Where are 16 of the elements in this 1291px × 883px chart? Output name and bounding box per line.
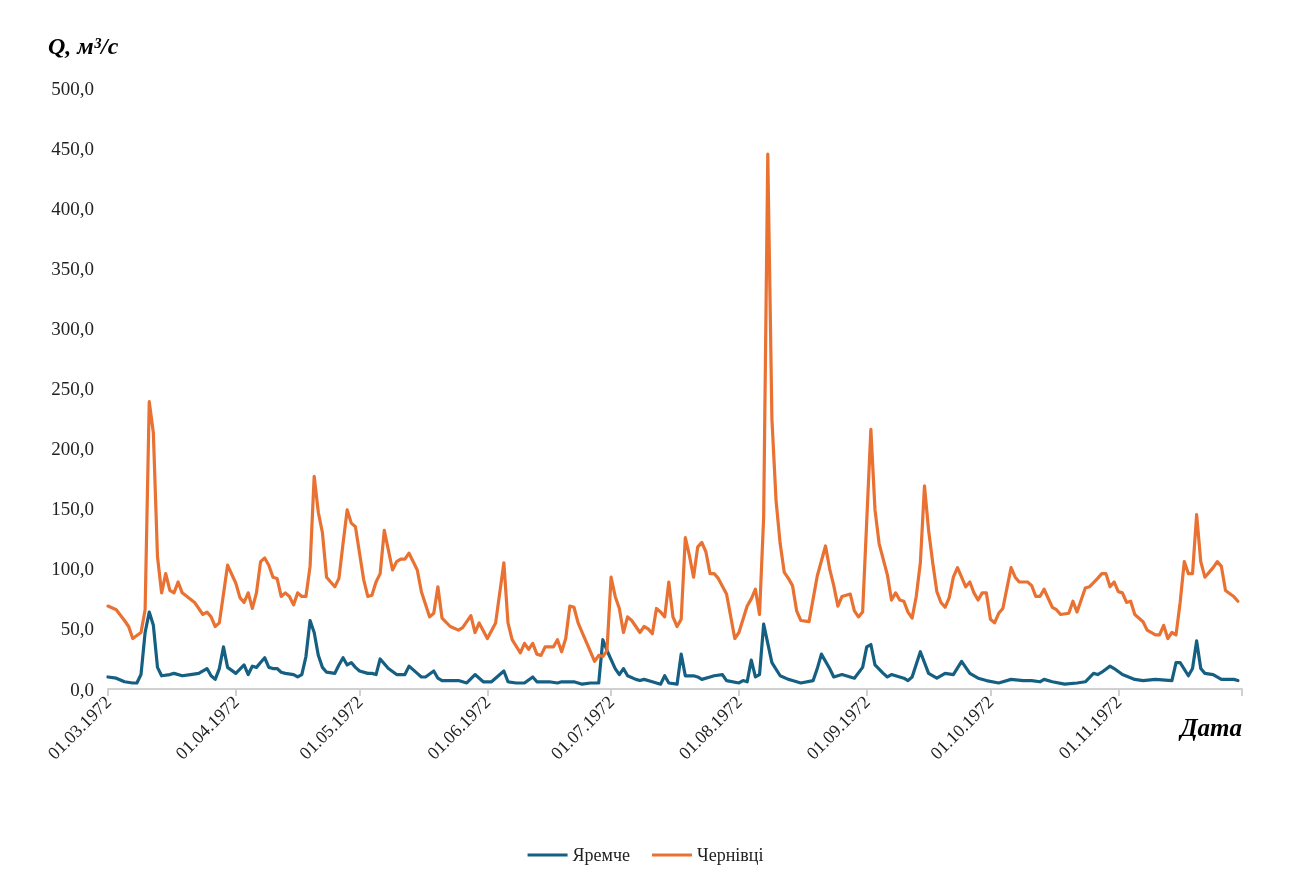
x-axis-title: Дата	[1178, 714, 1242, 741]
y-tick-label: 300,0	[51, 317, 94, 339]
y-tick-label: 400,0	[51, 197, 94, 219]
y-axis-title: Q, м³/с	[48, 33, 119, 59]
y-tick-label: 350,0	[51, 257, 94, 279]
line-series	[106, 152, 1240, 663]
y-tick-label: 50,0	[60, 618, 94, 640]
y-tick-label: 150,0	[51, 498, 94, 520]
y-tick-label: 450,0	[51, 137, 94, 159]
y-tick-label: 100,0	[51, 558, 94, 580]
line-series	[106, 610, 1240, 686]
y-tick-label: 250,0	[51, 378, 94, 399]
legend-label: Яремче	[572, 845, 630, 865]
y-tick-label: 500,0	[51, 77, 94, 99]
legend-label: Чернівці	[696, 845, 764, 865]
y-tick-label: 200,0	[51, 438, 94, 460]
